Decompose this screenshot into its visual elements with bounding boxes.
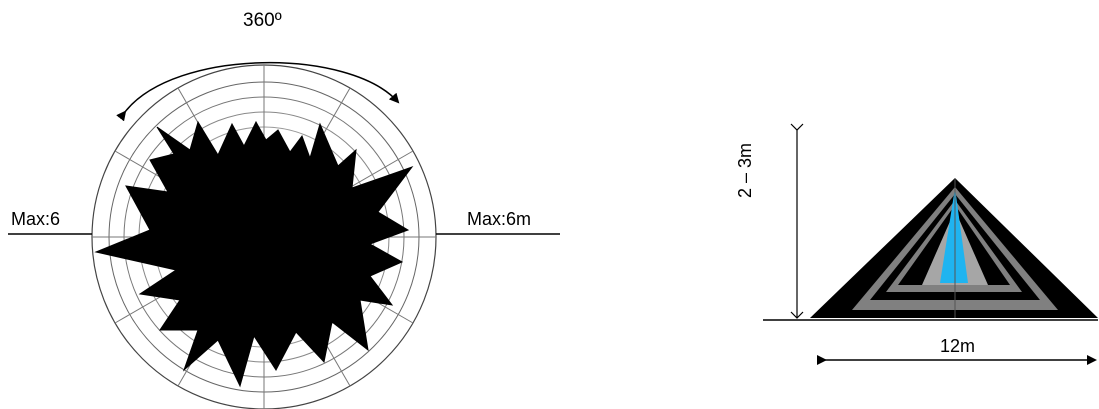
right-max-label: Max:6m [467,209,532,229]
rotation-label: 360º [243,10,282,31]
left-max-label: Max:6 [11,209,61,229]
pyramid-shape [810,178,1098,318]
height-label: 2 – 3m [735,142,755,198]
spiky-polar-shape [94,120,414,388]
width-label: 12m [940,336,976,356]
rotation-arc-arrow [116,61,400,122]
